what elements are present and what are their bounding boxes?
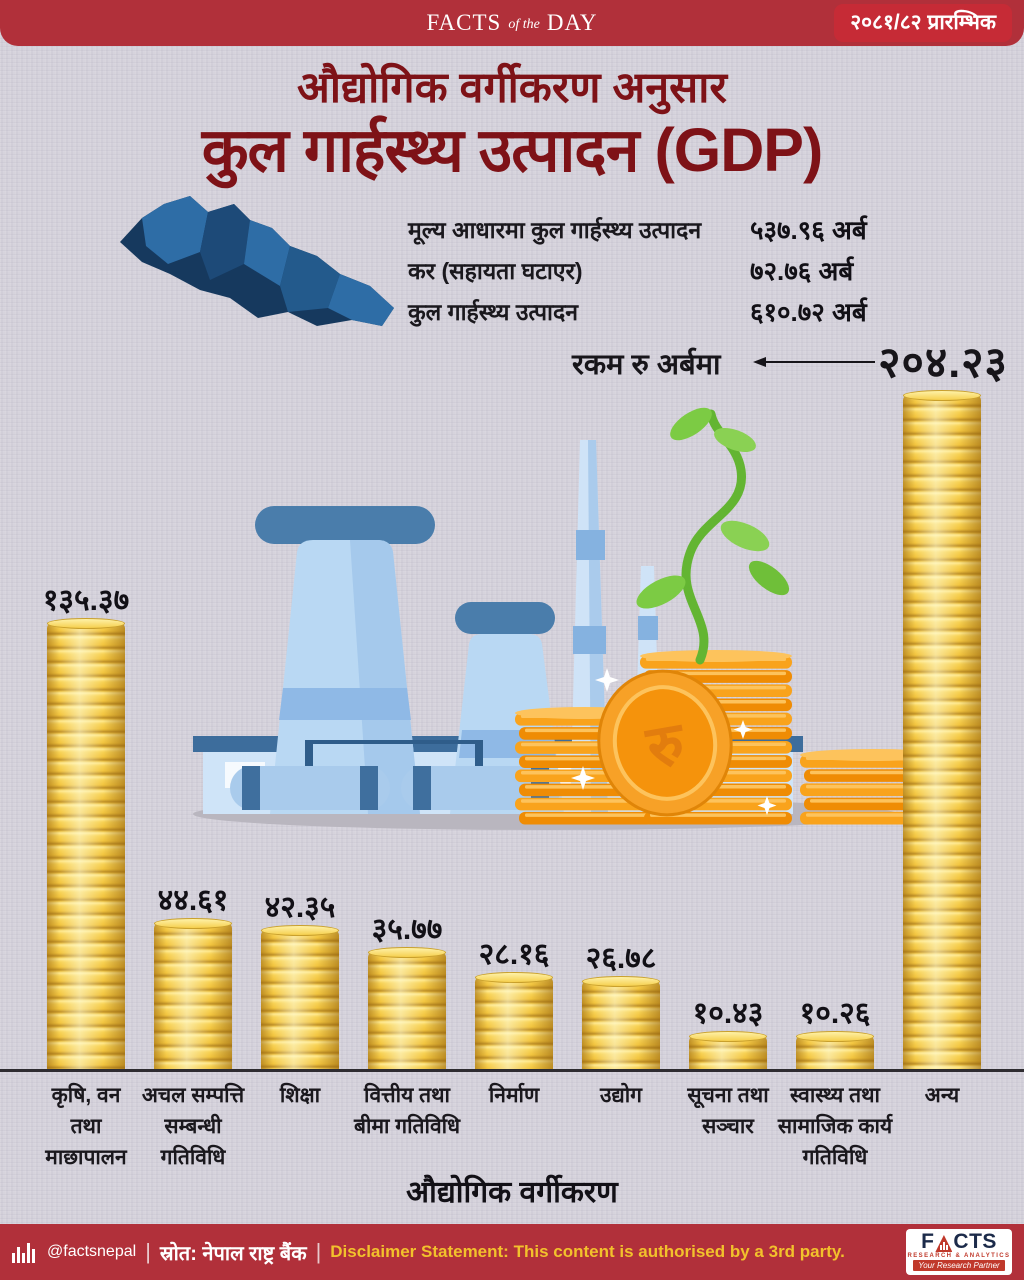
brand-facts: FACTS — [426, 10, 502, 35]
summary-label: मूल्य आधारमा कुल गार्हस्थ्य उत्पादन — [408, 216, 702, 243]
facts-logo: F CTS RESEARCH & ANALYTICS Your Research… — [906, 1229, 1012, 1275]
x-axis-line — [0, 1069, 1024, 1072]
footer-bar: @factsnepal | स्रोत: नेपाल राष्ट्र बैंक … — [0, 1224, 1024, 1280]
chart-bar — [796, 1031, 874, 1070]
summary-value: ७२.७६ अर्ब — [750, 255, 854, 286]
category-label: अचल सम्पत्ति सम्बन्धी गतिविधि — [141, 1084, 245, 1169]
gdp-summary: मूल्य आधारमा कुल गार्हस्थ्य उत्पादन ५३७.… — [408, 208, 894, 331]
bar-value-label: ४४.६१ — [157, 884, 229, 917]
nepal-map-graphic — [120, 196, 394, 326]
summary-label: कर (सहायता घटाएर) — [408, 257, 583, 284]
logo-subtitle: RESEARCH & ANALYTICS — [907, 1253, 1011, 1259]
brand-day: DAY — [546, 10, 598, 35]
sparkle-icons — [571, 668, 777, 815]
facts-logo-word: F CTS — [921, 1230, 997, 1253]
logo-triangle-icon — [935, 1235, 953, 1252]
footer-separator: | — [315, 1239, 322, 1264]
signal-bars-icon — [12, 1243, 35, 1263]
category-label: स्वास्थ्य तथा सामाजिक कार्य गतिविधि — [777, 1084, 893, 1169]
chart-bar — [582, 976, 660, 1070]
bar-value-label: २८.१६ — [478, 938, 550, 971]
disclaimer-text: Disclaimer Statement: This content is au… — [330, 1242, 845, 1261]
summary-row: मूल्य आधारमा कुल गार्हस्थ्य उत्पादन ५३७.… — [408, 208, 894, 249]
category-label: निर्माण — [488, 1084, 540, 1107]
unit-note: रकम रु अर्बमा — [572, 349, 721, 381]
bar-value-label: १३५.३७ — [42, 584, 130, 617]
data-source: स्रोत: नेपाल राष्ट्र बैंक — [159, 1242, 307, 1265]
category-label: कृषि, वन तथा माछापालन — [45, 1084, 127, 1169]
bar-value-label: १०.४३ — [692, 997, 764, 1030]
logo-letters-cts: CTS — [953, 1230, 997, 1253]
header-bar: FACTS of the DAY २०८१/८२ प्रारम्भिक — [0, 0, 1024, 46]
bar-value-label: २६.७८ — [585, 942, 657, 975]
page-title: कुल गार्हस्थ्य उत्पादन (GDP) — [201, 116, 824, 184]
fiscal-year-badge: २०८१/८२ प्रारम्भिक — [834, 4, 1012, 42]
footer-separator: | — [145, 1239, 151, 1264]
logo-tagline: Your Research Partner — [913, 1260, 1005, 1271]
chart-bar — [368, 947, 446, 1070]
chart-bar — [154, 918, 232, 1070]
chart-bar — [689, 1031, 767, 1070]
chart-bar — [475, 972, 553, 1070]
social-handle: @factsnepal — [47, 1243, 137, 1260]
chart-bar — [261, 925, 339, 1070]
summary-row: कर (सहायता घटाएर) ७२.७६ अर्ब — [408, 249, 894, 290]
growth-plant — [636, 407, 790, 665]
bar-value-label: ३५.७७ — [371, 913, 443, 946]
bar-value-anya: २०४.२३ — [878, 339, 1008, 387]
brand-of-the: of the — [508, 16, 540, 32]
category-label: उद्योग — [600, 1084, 642, 1107]
brand-title: FACTS of the DAY — [0, 0, 1024, 46]
category-label: शिक्षा — [279, 1084, 321, 1107]
rupee-coin: रु — [597, 669, 733, 817]
page-subtitle: औद्योगिक वर्गीकरण अनुसार — [297, 64, 727, 112]
left-arrow-icon — [753, 357, 875, 367]
summary-value: ५३७.९६ अर्ब — [750, 214, 867, 245]
x-axis-title: औद्योगिक वर्गीकरण — [406, 1176, 618, 1209]
category-label: अन्य — [924, 1084, 960, 1107]
bar-value-label: १०.२६ — [799, 997, 871, 1030]
summary-value: ६१०.७२ अर्ब — [750, 296, 867, 327]
logo-letter-f: F — [921, 1230, 935, 1253]
category-label: वित्तीय तथा बीमा गतिविधि — [354, 1084, 460, 1138]
chart-bar — [47, 618, 125, 1070]
summary-label: कुल गार्हस्थ्य उत्पादन — [408, 298, 578, 325]
chart-bar — [903, 390, 981, 1070]
factory-coins-illustration: रु — [193, 407, 905, 830]
bar-value-label: ४२.३५ — [264, 891, 336, 924]
category-label: सूचना तथा सञ्चार — [687, 1084, 769, 1138]
summary-row: कुल गार्हस्थ्य उत्पादन ६१०.७२ अर्ब — [408, 290, 894, 331]
